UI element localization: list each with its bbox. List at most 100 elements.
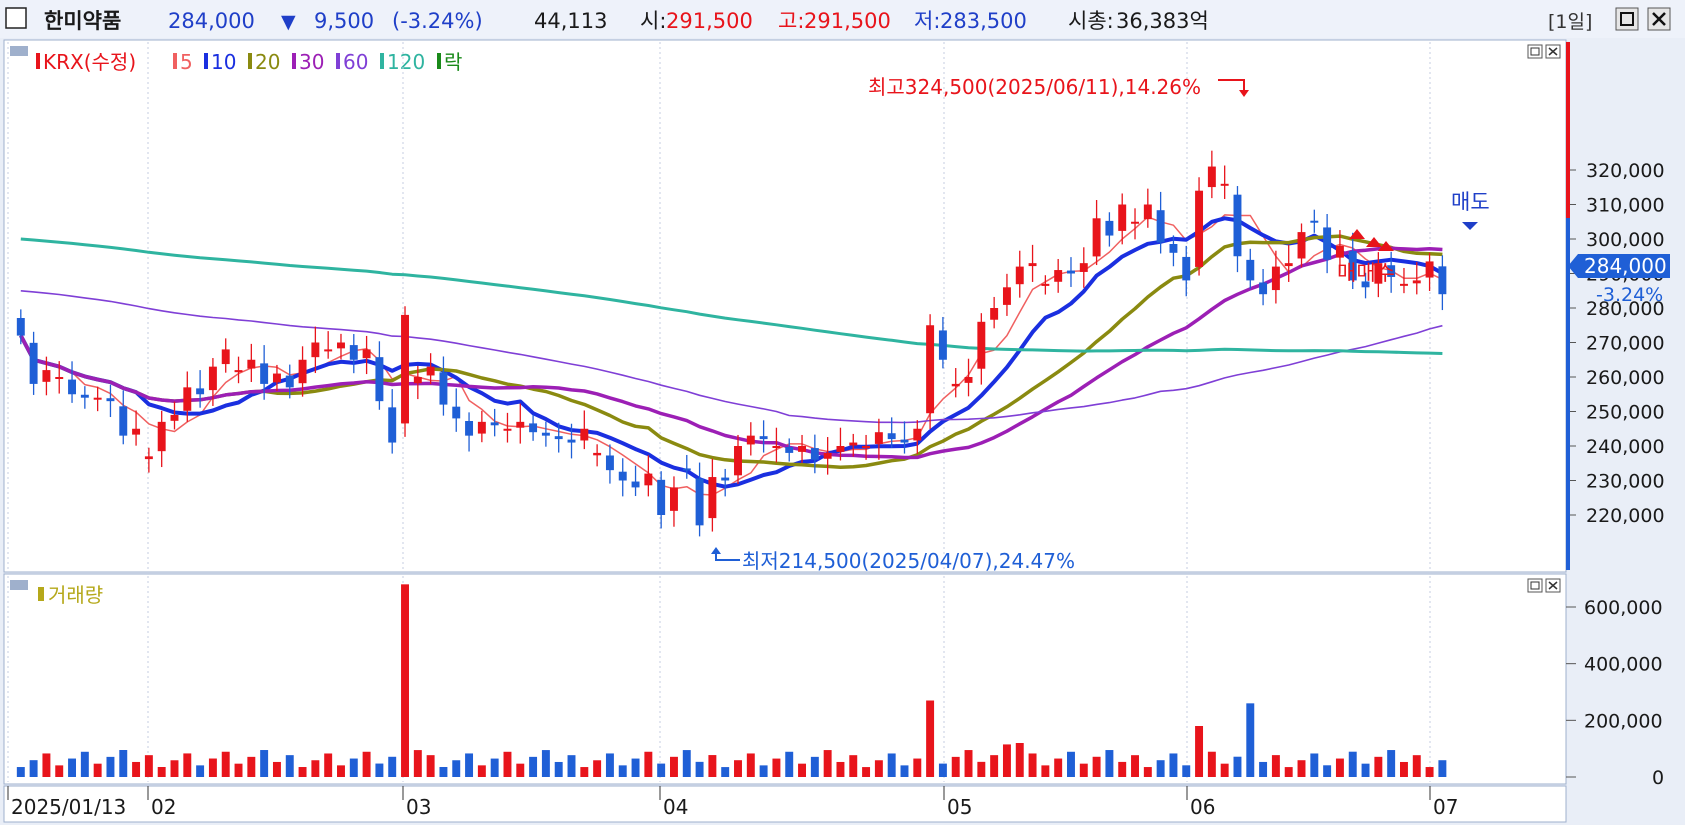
date-axis: 2025/01/13 02 03 04 05 06 07 — [3, 785, 1567, 823]
volume-bar-7 — [106, 756, 115, 777]
candle-body-60 — [785, 447, 794, 453]
volume-bar-86 — [1118, 761, 1127, 777]
change-percent: (-3.24%) — [392, 9, 483, 33]
candle-body-84 — [1092, 218, 1101, 257]
price-tick-label-8: 300,000 — [1586, 229, 1665, 251]
volume-bar-20 — [272, 761, 281, 777]
candle-body-93 — [1207, 166, 1216, 188]
low-price: 283,500 — [940, 9, 1027, 33]
volume-bar-5 — [80, 751, 89, 777]
candle-body-42 — [554, 436, 563, 440]
date-label-6: 07 — [1433, 795, 1458, 819]
volume-bar-13 — [183, 753, 192, 777]
stock-name: 한미약품 — [44, 9, 121, 33]
ma-line-60 — [20, 290, 1443, 424]
volume-bar-35 — [465, 753, 474, 777]
volume-bar-37 — [490, 758, 499, 777]
volume-bar-78 — [1015, 743, 1024, 777]
candle-body-53 — [695, 478, 704, 526]
candle-body-105 — [1361, 281, 1370, 288]
change-arrow-icon: ▼ — [281, 11, 296, 33]
candle-body-33 — [439, 372, 448, 405]
candle-body-17 — [234, 370, 243, 373]
volume-bar-104 — [1348, 751, 1357, 777]
price-tick-label-6: 280,000 — [1586, 298, 1665, 320]
candle-body-72 — [938, 330, 947, 360]
price-axis-down-strip — [1566, 218, 1570, 570]
candle-body-98 — [1271, 266, 1280, 291]
volume-bar-34 — [452, 760, 461, 777]
volume-bar-10 — [144, 755, 153, 777]
candle-body-7 — [106, 398, 115, 402]
candle-body-21 — [285, 375, 294, 388]
maximize-button[interactable] — [1615, 7, 1639, 31]
candle-body-57 — [746, 435, 755, 445]
price-tick-label-3: 250,000 — [1586, 402, 1665, 424]
candle-body-90 — [1169, 244, 1178, 253]
volume-bar-11 — [157, 767, 166, 777]
legend-swatch-4 — [292, 53, 296, 69]
price-axis-up-strip — [1566, 42, 1570, 218]
candle-body-106 — [1374, 263, 1383, 284]
select-checkbox[interactable] — [5, 7, 27, 29]
volume-bar-19 — [260, 750, 269, 777]
price-tick-label-10: 320,000 — [1586, 160, 1665, 182]
candle-body-104 — [1348, 251, 1357, 281]
candle-body-8 — [119, 406, 128, 436]
volume-bar-43 — [567, 755, 576, 777]
candle-body-34 — [452, 406, 461, 419]
candle-body-44 — [580, 428, 589, 441]
volume-bar-15 — [208, 758, 217, 777]
period-button[interactable]: [1일] — [1548, 11, 1592, 33]
candle-body-95 — [1233, 194, 1242, 257]
candle-body-55 — [721, 477, 730, 481]
panel-handle-icon[interactable] — [10, 46, 28, 56]
candle-body-10 — [144, 456, 153, 460]
price-tick-label-0: 220,000 — [1586, 505, 1665, 527]
volume-bar-21 — [285, 755, 294, 777]
volume-panel-handle-icon[interactable] — [10, 580, 28, 590]
candle-body-52 — [682, 468, 691, 471]
close-button[interactable] — [1647, 7, 1671, 31]
candle-body-54 — [708, 477, 717, 519]
volume-bar-96 — [1246, 703, 1255, 777]
candle-body-9 — [132, 428, 141, 435]
moving-average-lines — [19, 214, 1444, 496]
candle-body-26 — [349, 345, 358, 360]
volume-bar-74 — [964, 750, 973, 777]
max-price-annotation: 최고324,500(2025/06/11),14.26% — [868, 75, 1201, 99]
candle-body-15 — [208, 366, 217, 391]
candle-body-103 — [1335, 245, 1344, 258]
volume-bar-81 — [1054, 758, 1063, 777]
volume-legend-swatch — [38, 587, 44, 601]
price-panel-controls[interactable] — [1527, 44, 1561, 59]
volume-legend-label: 거래량 — [48, 583, 103, 607]
candle-body-91 — [1182, 256, 1191, 281]
price-tick-label-9: 310,000 — [1586, 195, 1665, 217]
candle-body-59 — [772, 446, 781, 448]
volume-bar-80 — [1041, 765, 1050, 777]
candle-body-67 — [874, 432, 883, 444]
candle-body-80 — [1041, 283, 1050, 286]
ma-line-120 — [20, 237, 1443, 355]
sell-signal-label: 매도 — [1451, 190, 1490, 214]
volume-bar-61 — [798, 763, 807, 777]
candle-body-51 — [669, 487, 678, 511]
volume-bar-70 — [913, 758, 922, 777]
volume-bar-94 — [1220, 763, 1229, 777]
candle-body-2 — [42, 370, 51, 382]
volume-tick-label-1: 200,000 — [1584, 710, 1663, 732]
candle-body-99 — [1284, 263, 1293, 267]
ma-line-30 — [19, 246, 1443, 460]
volume-bar-83 — [1079, 763, 1088, 777]
volume-bar-97 — [1259, 761, 1268, 777]
volume-bar-25 — [337, 765, 345, 777]
volume-bar-26 — [349, 758, 358, 777]
change-amount: 9,500 — [314, 9, 374, 33]
trade-volume: 44,113 — [534, 9, 607, 33]
candle-body-6 — [93, 397, 102, 400]
volume-bar-44 — [580, 767, 589, 777]
volume-panel-controls[interactable] — [1527, 578, 1561, 593]
candle-body-71 — [926, 325, 935, 414]
legend-label-4: 30 — [299, 50, 324, 74]
